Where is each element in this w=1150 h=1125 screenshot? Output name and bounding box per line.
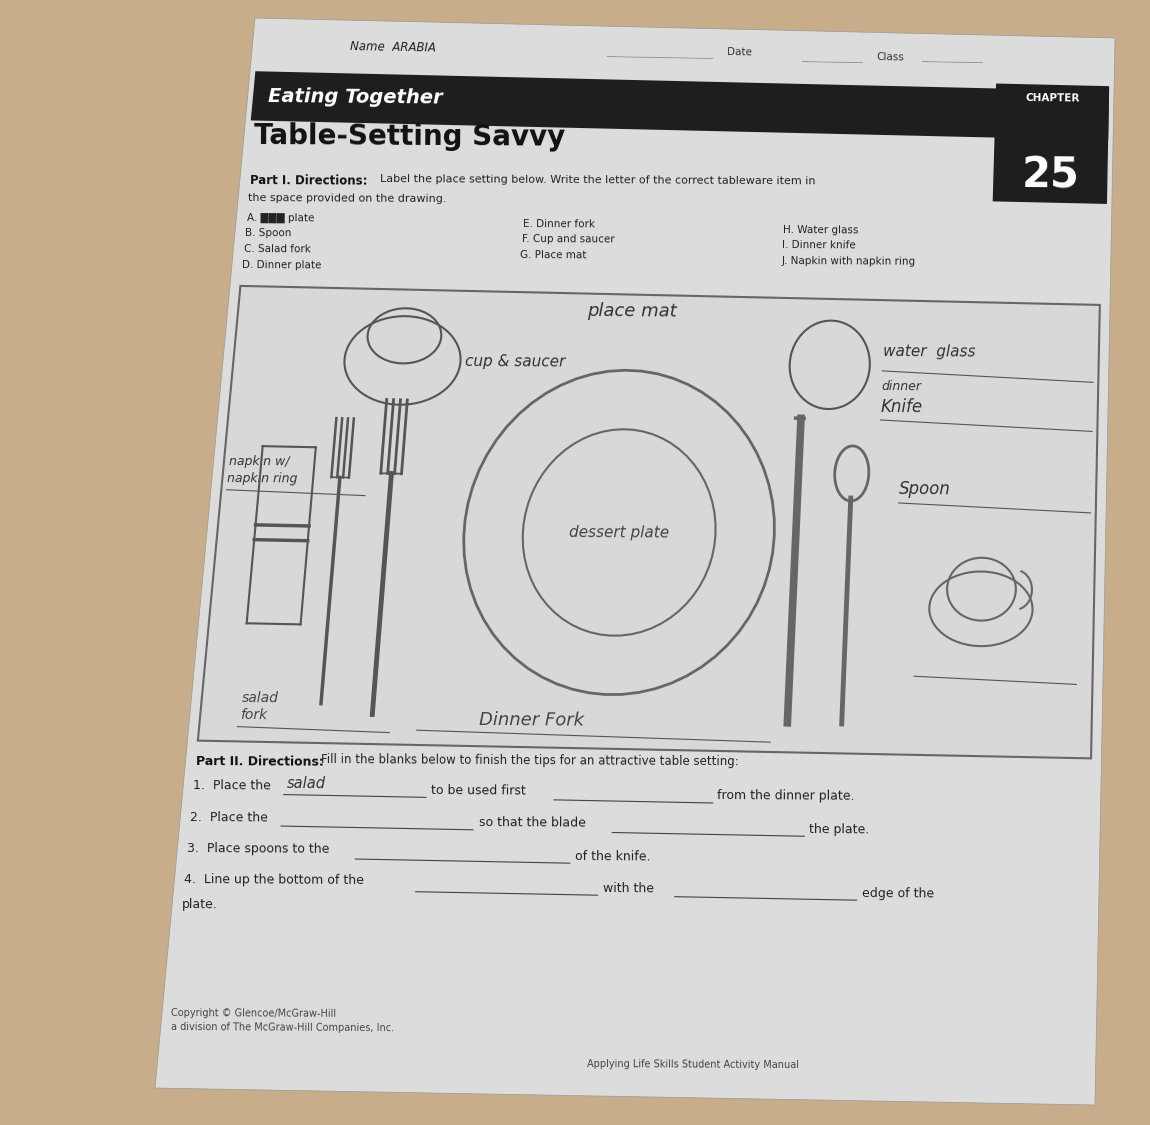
Text: Dinner Fork: Dinner Fork <box>478 711 584 730</box>
Text: the plate.: the plate. <box>808 824 869 836</box>
Text: 25: 25 <box>1021 155 1080 197</box>
Text: plate.: plate. <box>182 898 218 911</box>
Text: Eating Together: Eating Together <box>268 87 443 107</box>
Text: ___________: ___________ <box>802 52 864 63</box>
Text: Fill in the blanks below to finish the tips for an attractive table setting:: Fill in the blanks below to finish the t… <box>321 753 738 768</box>
Text: ___________________: ___________________ <box>606 47 714 58</box>
Text: CHAPTER: CHAPTER <box>1025 93 1080 104</box>
Text: Part II. Directions:: Part II. Directions: <box>196 755 323 768</box>
Text: fork: fork <box>240 708 268 722</box>
Text: to be used first: to be used first <box>430 784 526 798</box>
Text: 3.  Place spoons to the: 3. Place spoons to the <box>187 843 330 856</box>
Polygon shape <box>251 71 1109 141</box>
Text: D. Dinner plate: D. Dinner plate <box>243 260 322 270</box>
Text: cup & saucer: cup & saucer <box>466 354 566 370</box>
Text: Applying Life Skills Student Activity Manual: Applying Life Skills Student Activity Ma… <box>588 1059 799 1070</box>
Text: Date: Date <box>727 47 752 57</box>
Text: Copyright © Glencoe/McGraw-Hill
a division of The McGraw-Hill Companies, Inc.: Copyright © Glencoe/McGraw-Hill a divisi… <box>170 1008 394 1033</box>
Text: J. Napkin with napkin ring: J. Napkin with napkin ring <box>782 255 915 267</box>
Text: so that the blade: so that the blade <box>478 817 585 830</box>
Text: water  glass: water glass <box>883 343 975 359</box>
Text: of the knife.: of the knife. <box>575 849 651 863</box>
Text: Class: Class <box>876 52 905 62</box>
Polygon shape <box>155 18 1116 1105</box>
Text: dessert plate: dessert plate <box>569 525 669 540</box>
Text: Spoon: Spoon <box>899 480 951 498</box>
Text: salad: salad <box>242 691 278 705</box>
Text: B. Spoon: B. Spoon <box>245 228 291 238</box>
Text: Knife: Knife <box>881 398 923 416</box>
Text: G. Place mat: G. Place mat <box>521 250 586 261</box>
Text: place mat: place mat <box>588 302 677 321</box>
Text: E. Dinner fork: E. Dinner fork <box>522 218 595 229</box>
Text: from the dinner plate.: from the dinner plate. <box>718 790 854 803</box>
Text: Table-Setting Savvy: Table-Setting Savvy <box>254 122 565 151</box>
Polygon shape <box>198 286 1099 758</box>
Text: the space provided on the drawing.: the space provided on the drawing. <box>248 193 447 205</box>
Text: Label the place setting below. Write the letter of the correct tableware item in: Label the place setting below. Write the… <box>380 174 815 187</box>
Text: napkin ring: napkin ring <box>228 471 298 485</box>
Polygon shape <box>992 83 1109 204</box>
Text: dinner: dinner <box>882 380 921 394</box>
Text: napkin w/: napkin w/ <box>229 455 290 468</box>
Text: H. Water glass: H. Water glass <box>783 225 859 235</box>
Text: Name  ARABIA: Name ARABIA <box>350 40 436 55</box>
Text: Part I. Directions:: Part I. Directions: <box>250 174 368 188</box>
Text: F. Cup and saucer: F. Cup and saucer <box>522 234 614 245</box>
Text: salad: salad <box>286 776 325 792</box>
Text: C. Salad fork: C. Salad fork <box>244 244 310 254</box>
Text: edge of the: edge of the <box>862 886 935 900</box>
Text: ___________: ___________ <box>921 52 983 63</box>
Text: 1.  Place the: 1. Place the <box>193 780 271 793</box>
Text: with the: with the <box>604 882 654 896</box>
Text: I. Dinner knife: I. Dinner knife <box>782 241 857 251</box>
Text: 2.  Place the: 2. Place the <box>190 811 268 825</box>
Text: A. ███ plate: A. ███ plate <box>246 213 314 223</box>
Text: 4.  Line up the bottom of the: 4. Line up the bottom of the <box>184 873 365 888</box>
